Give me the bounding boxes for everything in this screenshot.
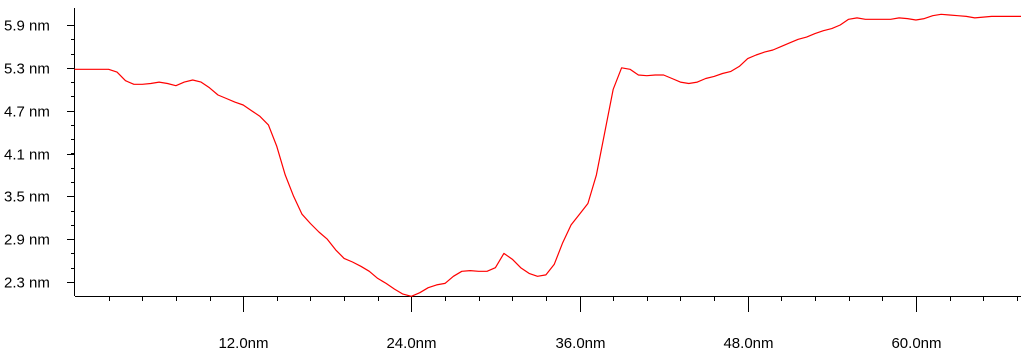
x-tick-label: 48.0nm — [723, 335, 773, 352]
y-tick-label: 5.9 nm — [4, 18, 50, 35]
y-tick-label: 4.1 nm — [4, 147, 50, 164]
y-tick-label: 2.9 nm — [4, 232, 50, 249]
y-tick-label: 2.3 nm — [4, 275, 50, 292]
series-group — [74, 13, 1021, 297]
x-tick-label: 12.0nm — [218, 335, 268, 352]
x-axis: 12.0nm 24.0nm 36.0nm 48.0nm 60.0nm — [75, 296, 1021, 352]
y-axis: 2.3 nm 2.9 nm 3.5 nm 4.1 nm 4.7 nm 5.3 nm 5.9 … — [4, 8, 75, 296]
x-tick-label: 24.0nm — [386, 335, 436, 352]
y-tick-label: 3.5 nm — [4, 189, 50, 206]
profile-series-line — [74, 13, 1021, 297]
x-tick-label: 36.0nm — [555, 335, 605, 352]
y-tick-label: 4.7 nm — [4, 104, 50, 121]
y-tick-label: 5.3 nm — [4, 61, 50, 78]
x-tick-label: 60.0nm — [891, 335, 941, 352]
